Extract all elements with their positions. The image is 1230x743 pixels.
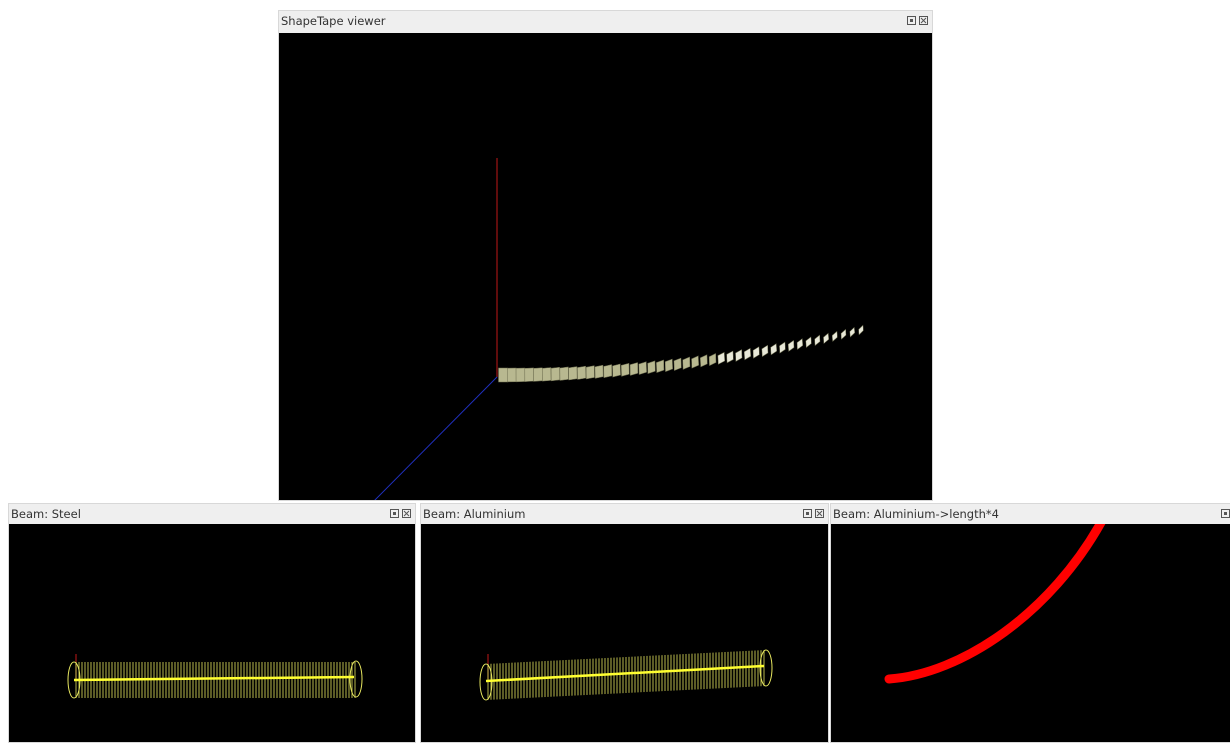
tape-segment <box>762 345 768 356</box>
tape-segment <box>718 352 725 364</box>
desktop: ShapeTape viewer Beam: Steel Beam: Alumi… <box>0 0 1230 741</box>
title-bar: ShapeTape viewer <box>279 11 932 32</box>
tape-segment <box>630 363 638 376</box>
tape-segment <box>815 335 820 345</box>
window-title: Beam: Aluminium <box>423 507 525 521</box>
tape-segment <box>674 358 681 370</box>
tape-segment <box>841 329 846 339</box>
tape-segment <box>656 360 664 373</box>
tape-segment <box>779 342 785 353</box>
window-buttons[interactable] <box>907 16 929 26</box>
tape-segment <box>586 366 594 379</box>
tape-segment <box>850 327 855 337</box>
tape-segment <box>621 363 629 376</box>
tape-segment <box>700 355 707 367</box>
viewport[interactable] <box>421 524 828 742</box>
scene <box>831 524 1230 742</box>
tape-segment <box>569 367 578 380</box>
window-buttons[interactable] <box>390 509 412 519</box>
tape-segment <box>525 368 534 382</box>
tape-segment <box>612 364 620 377</box>
tape-segment <box>683 357 690 369</box>
beam-window: Beam: Steel <box>8 503 416 743</box>
tape-segment <box>507 368 516 382</box>
scene <box>9 524 415 742</box>
title-bar: Beam: Steel <box>9 504 415 525</box>
viewport[interactable] <box>831 524 1230 742</box>
title-bar: Beam: Aluminium->length*4 <box>831 504 1230 525</box>
tape-segment <box>709 354 716 366</box>
tape-segment <box>744 348 750 360</box>
tape-segment <box>604 365 612 378</box>
tape-segment <box>771 344 777 355</box>
tape-segment <box>665 359 672 372</box>
tape-segment <box>735 350 742 362</box>
tape-segment <box>648 361 656 374</box>
tape-segment <box>788 340 794 351</box>
tape-segment <box>806 337 812 348</box>
tape-segment <box>534 368 543 382</box>
tape-segment <box>595 365 603 378</box>
tape-segment <box>639 362 647 375</box>
viewport[interactable] <box>279 33 932 500</box>
beam-window: Beam: Aluminium <box>420 503 829 743</box>
beam-window: Beam: Aluminium->length*4 <box>830 503 1230 743</box>
tape-segment <box>560 367 569 380</box>
window-title: Beam: Aluminium->length*4 <box>833 507 999 521</box>
tape-segment <box>797 339 803 350</box>
tape-segment <box>692 356 699 368</box>
scene <box>421 524 828 742</box>
tape-segment <box>577 366 585 379</box>
tape-segment <box>516 368 525 382</box>
viewport[interactable] <box>9 524 415 742</box>
title-bar: Beam: Aluminium <box>421 504 828 525</box>
window-title: ShapeTape viewer <box>281 14 386 28</box>
window-title: Beam: Steel <box>11 507 81 521</box>
window-buttons[interactable] <box>1221 509 1230 519</box>
tape-segment <box>727 351 734 363</box>
tape-segment <box>859 325 864 334</box>
tape-segment <box>832 331 837 341</box>
tape-segment <box>823 333 828 343</box>
scene <box>279 33 932 501</box>
tape-segment <box>551 367 560 381</box>
tape-segment <box>542 368 551 382</box>
window-buttons[interactable] <box>803 509 825 519</box>
viewer-window: ShapeTape viewer <box>278 10 933 501</box>
tape-segment <box>753 347 759 358</box>
tape-segment <box>499 368 508 382</box>
